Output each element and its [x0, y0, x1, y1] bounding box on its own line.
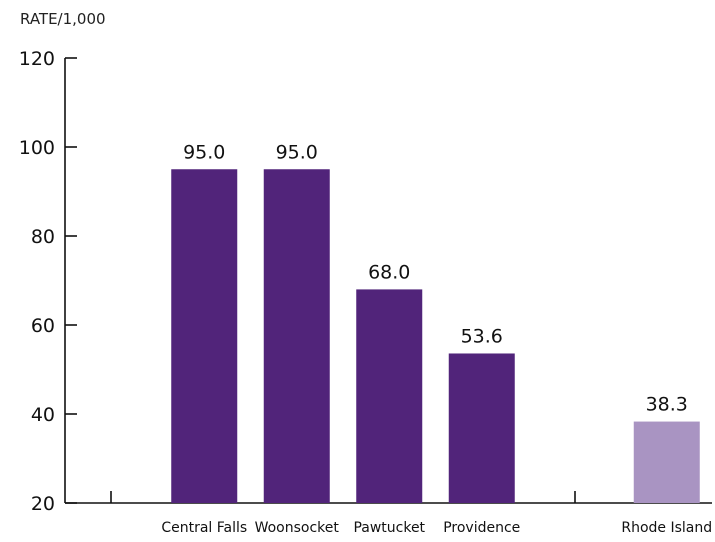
x-tick-label: Woonsocket — [255, 520, 340, 536]
bars — [171, 169, 700, 503]
y-tick-label: 100 — [19, 137, 55, 159]
data-label: 53.6 — [461, 325, 503, 347]
data-label: 95.0 — [183, 141, 225, 163]
y-tick-label: 60 — [31, 315, 55, 337]
bar — [263, 169, 330, 503]
value-labels: 95.0 95.0 68.0 53.6 38.3 — [183, 141, 688, 415]
y-axis-label: RATE/1,000 — [20, 10, 106, 28]
bar — [633, 421, 700, 503]
x-tick-label: Providence — [443, 520, 520, 536]
y-tick-label: 40 — [31, 404, 55, 426]
category-labels: Central Falls Woonsocket Pawtucket Providen… — [161, 520, 712, 536]
data-label: 68.0 — [368, 261, 410, 283]
bar — [448, 353, 515, 503]
data-label: 38.3 — [646, 394, 688, 416]
x-tick-label: Rhode Island — [621, 520, 712, 536]
x-tick-label: Pawtucket — [353, 520, 425, 536]
x-tick-label: Central Falls — [161, 520, 247, 536]
y-tick-label: 20 — [31, 493, 55, 515]
y-tick-label: 120 — [19, 48, 55, 70]
data-label: 95.0 — [276, 141, 318, 163]
bar — [356, 289, 423, 503]
y-tick-label: 80 — [31, 226, 55, 248]
bar — [171, 169, 238, 503]
